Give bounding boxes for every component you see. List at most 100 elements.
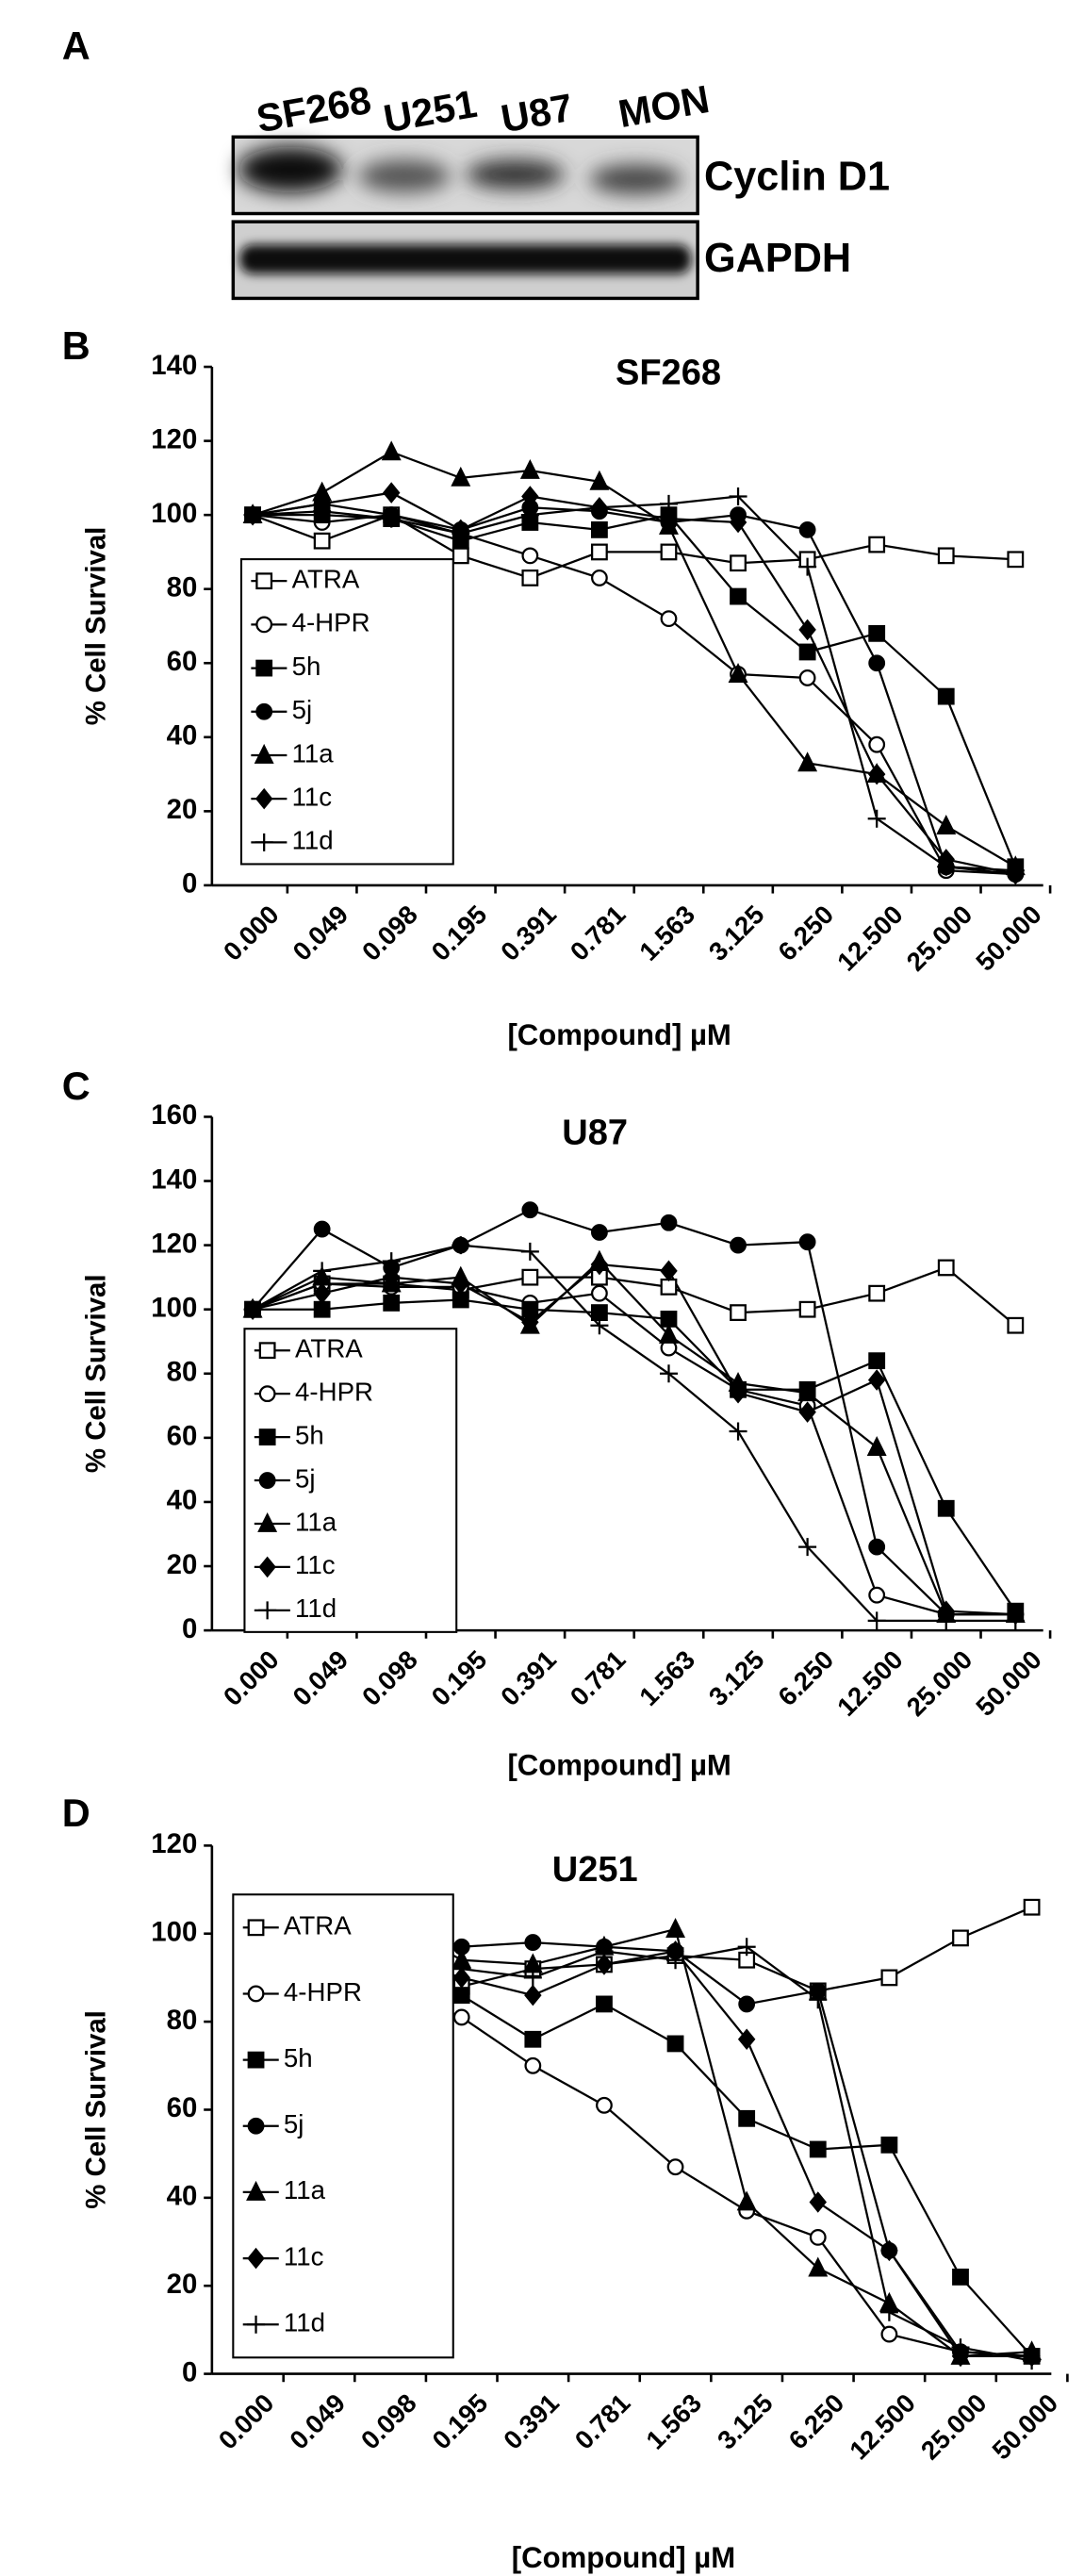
y-tick-label: 140 <box>151 350 197 381</box>
y-tick-label: 160 <box>151 1099 197 1131</box>
y-axis-label: % Cell Survival <box>81 1274 112 1473</box>
marker <box>382 482 401 504</box>
x-tick-label: 1.563 <box>640 2388 707 2455</box>
marker <box>660 507 678 530</box>
y-tick-label: 140 <box>151 1164 197 1195</box>
marker <box>595 1941 614 1960</box>
y-tick-label: 80 <box>167 571 198 603</box>
x-tick-label: 0.049 <box>287 900 353 966</box>
marker <box>809 2228 827 2246</box>
y-tick-label: 0 <box>182 2356 197 2387</box>
marker <box>313 532 331 550</box>
marker <box>313 1220 331 1238</box>
marker <box>798 520 816 538</box>
legend-marker <box>247 1985 265 2003</box>
x-tick-label: 1.563 <box>633 900 700 966</box>
marker <box>798 557 817 576</box>
marker <box>880 2325 898 2343</box>
legend-label: 5h <box>292 652 321 681</box>
x-tick-label: 0.195 <box>426 2388 493 2455</box>
series-line <box>252 491 1016 876</box>
legend-label: 5h <box>295 1420 324 1449</box>
marker <box>452 547 469 565</box>
x-tick-label: 25.000 <box>901 1644 978 1722</box>
legend-marker <box>247 2051 265 2069</box>
x-tick-label: 3.125 <box>712 2388 779 2455</box>
legend-label: 11c <box>292 782 333 811</box>
marker <box>452 1273 470 1295</box>
marker <box>730 554 747 572</box>
marker <box>596 1995 613 2013</box>
marker <box>937 857 956 876</box>
marker <box>660 543 678 561</box>
legend-label: 5j <box>295 1463 316 1493</box>
legend-label: 5j <box>292 695 313 724</box>
x-tick-label: 0.195 <box>426 1644 493 1711</box>
legend-label: 11c <box>284 2241 324 2271</box>
lane-label: U251 <box>380 81 480 141</box>
marker <box>590 498 609 517</box>
marker <box>937 547 955 565</box>
marker <box>798 1233 816 1251</box>
marker <box>1023 1898 1041 1916</box>
x-tick-label: 25.000 <box>915 2388 993 2466</box>
marker <box>521 1268 539 1286</box>
y-tick-label: 100 <box>151 1916 197 1947</box>
legend-label: 4-HPR <box>295 1377 373 1406</box>
x-tick-label: 50.000 <box>986 2388 1063 2466</box>
series-line <box>252 1208 1016 1616</box>
lane-label: U87 <box>498 85 576 141</box>
chart-title: U87 <box>562 1114 628 1153</box>
legend-label: ATRA <box>284 1911 352 1940</box>
marker <box>382 1266 401 1288</box>
x-tick-label: 6.250 <box>772 900 839 966</box>
x-tick-label: 3.125 <box>703 1644 770 1711</box>
panel-label: D <box>62 1791 90 1835</box>
legend-marker <box>258 1472 276 1489</box>
marker <box>952 1929 969 1947</box>
marker <box>798 619 816 641</box>
x-tick-label: 25.000 <box>901 900 978 977</box>
lane-label: MON <box>615 76 712 136</box>
legend-marker <box>247 2247 265 2270</box>
series-line <box>252 513 1016 580</box>
x-axis-label: [Compound] µM <box>512 2541 735 2574</box>
marker <box>937 1611 956 1630</box>
legend-marker <box>255 833 273 851</box>
legend-label: 11a <box>284 2175 326 2204</box>
y-tick-label: 120 <box>151 1828 197 1859</box>
marker <box>313 1262 332 1280</box>
series-line <box>253 1298 1017 1612</box>
x-tick-label: 12.500 <box>831 1644 909 1722</box>
y-tick-label: 120 <box>151 1228 197 1259</box>
y-tick-label: 80 <box>167 2005 198 2036</box>
marker <box>243 1300 262 1319</box>
x-axis-label: [Compound] µM <box>507 1749 731 1782</box>
marker <box>797 751 818 772</box>
x-tick-label: 0.781 <box>569 2388 636 2455</box>
marker <box>659 1364 678 1383</box>
x-tick-label: 6.250 <box>772 1644 839 1711</box>
marker <box>937 1499 955 1517</box>
marker <box>452 1236 470 1255</box>
marker <box>880 2239 898 2262</box>
marker <box>1023 2352 1042 2370</box>
marker <box>521 1312 539 1333</box>
marker <box>595 1954 614 1975</box>
x-tick-label: 0.098 <box>356 900 423 966</box>
marker <box>867 1369 886 1391</box>
legend-marker <box>255 702 273 720</box>
y-tick-label: 120 <box>151 423 197 454</box>
y-tick-label: 0 <box>182 1613 197 1644</box>
marker <box>880 2136 898 2154</box>
x-tick-label: 3.125 <box>703 900 770 966</box>
panel-label: B <box>62 323 90 368</box>
y-tick-label: 80 <box>167 1357 198 1388</box>
marker <box>730 1236 747 1254</box>
legend-label: 11d <box>284 2308 325 2337</box>
marker <box>521 486 539 507</box>
legend-marker <box>258 1556 276 1578</box>
marker <box>520 1242 539 1261</box>
marker <box>313 502 332 520</box>
